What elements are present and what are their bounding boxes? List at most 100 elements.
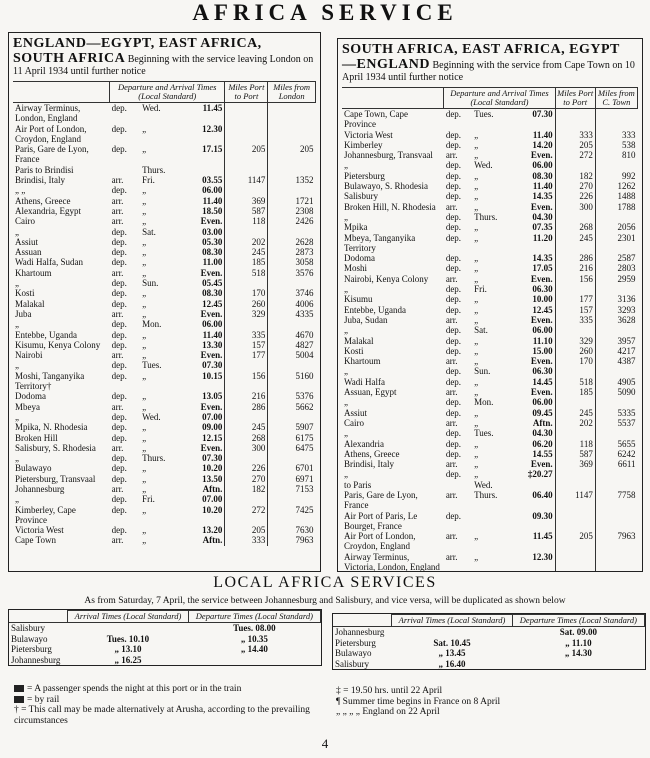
station: „ [344, 366, 348, 377]
row: „ dep. Wed. 07.00 [13, 411, 316, 423]
day: Thurs. [142, 164, 166, 175]
time: 12.30 [532, 551, 553, 562]
day: „ [474, 150, 479, 161]
time: „ 16.40 [438, 658, 466, 669]
row: Assiut dep. „ 05.30 202 2628 [13, 236, 316, 248]
time: 06.00 [202, 319, 223, 330]
dep-arr: dep. [111, 463, 127, 474]
miles-port: 245 [224, 247, 268, 258]
dep-arr: dep. [445, 222, 462, 233]
miles-total [267, 185, 316, 196]
day: „ [474, 232, 479, 243]
dep-arr: dep. [111, 370, 127, 381]
station: Brindisi, Italy [15, 175, 65, 186]
miles-total: 5376 [267, 391, 316, 402]
row: „ „ dep. „ 06.00 [13, 185, 316, 196]
station: Brindisi, Italy [344, 459, 394, 470]
station: Kisumu, Kenya Colony [15, 339, 101, 350]
dep-arr: arr. [111, 442, 124, 453]
miles-total [267, 360, 316, 371]
station: Entebbe, Uganda [15, 329, 77, 340]
footnote: = by rail [14, 695, 319, 706]
miles-total: 2056 [594, 222, 638, 233]
day: „ [474, 314, 479, 325]
dep-arr: dep. [111, 319, 127, 330]
dep-arr: dep. [445, 397, 462, 408]
time: 17.15 [202, 144, 223, 155]
miles-port: 202 [554, 417, 596, 429]
time: 08.30 [532, 170, 553, 181]
time: Even. [200, 267, 223, 278]
row: Nairobi arr. „ Even. 177 5004 [13, 350, 316, 361]
time: 10.00 [532, 294, 553, 305]
time: 06.30 [532, 284, 553, 295]
row: „ dep. Mon. 06.00 [13, 319, 316, 330]
miles-port [554, 479, 596, 490]
miles-total: 1721 [267, 195, 316, 206]
time: Even. [200, 350, 223, 361]
time: 09.45 [532, 407, 553, 418]
day: „ [142, 257, 147, 268]
day: „ [142, 525, 147, 536]
dep-arr: dep. [111, 494, 127, 505]
miles-port: 300 [554, 201, 596, 212]
miles-total: 810 [594, 150, 638, 161]
miles-port: 170 [224, 288, 268, 299]
dep-arr: dep. [111, 453, 127, 464]
row: Entebbe, Uganda dep. „ 11.40 335 4670 [13, 329, 316, 340]
time: 18.50 [202, 205, 223, 216]
miles-port [224, 494, 268, 505]
row: Wadi Halfa dep. „ 14.45 518 4905 [342, 376, 638, 388]
station: „ [15, 360, 19, 371]
miles-port: 268 [224, 432, 268, 443]
header-row: Arrival Times (Local Standard) Departure … [333, 614, 646, 627]
time: Even. [530, 273, 553, 284]
miles-total: 6475 [267, 442, 316, 454]
dep-arr: dep. [111, 339, 127, 350]
time: Even. [530, 150, 553, 161]
row: Kosti dep. „ 15.00 260 4217 [342, 345, 638, 357]
row: „ dep. Sun. 05.45 [13, 278, 316, 289]
day: „ [474, 191, 479, 202]
station: Paris to Brindisi [15, 164, 74, 175]
miles-port: 329 [224, 308, 268, 320]
row: Salisbury Tues. 08.00 [9, 623, 321, 634]
station: Wadi Halfa [344, 376, 386, 387]
miles-port: 205 [554, 139, 596, 151]
time: „ 14.40 [240, 644, 268, 654]
row: Kisumu dep. „ 10.00 177 3136 [342, 294, 638, 305]
dep-arr: dep. [445, 366, 462, 377]
time: 09.00 [202, 422, 223, 433]
miles-total: 2426 [267, 216, 316, 227]
dep-arr: dep. [445, 510, 462, 521]
station: Pietersburg [344, 170, 385, 181]
dep-arr: dep. [445, 232, 462, 243]
miles-total: 3957 [594, 335, 638, 346]
miles-total: 7758 [594, 489, 638, 511]
footnote-text: ¶ Summer time begins in France on 8 Apri… [336, 696, 501, 707]
time: 07.30 [202, 360, 223, 371]
day: Thurs. [474, 489, 498, 500]
footnote: † = This call may be made alternatively … [14, 705, 319, 726]
column-header: Departure and Arrival Times (Local Stand… [443, 87, 556, 109]
miles-total: 2308 [267, 205, 316, 217]
miles-port [224, 411, 268, 423]
blank-header [13, 81, 111, 103]
miles-port [224, 102, 268, 124]
time: Aftn. [202, 483, 223, 494]
station: „ [344, 428, 348, 439]
miles-total: 538 [594, 139, 638, 151]
miles-port: 245 [224, 422, 268, 433]
time: 07.00 [202, 494, 223, 505]
time: Even. [530, 201, 553, 212]
time: 10.15 [202, 370, 223, 381]
miles-port [224, 185, 268, 196]
dep-arr: dep. [445, 469, 462, 480]
station: „ [344, 397, 348, 408]
miles-total: 992 [594, 170, 638, 182]
time: 11.10 [532, 335, 553, 346]
timetable-box: ENGLAND—EGYPT, EAST AFRICA, SOUTH AFRICA… [8, 32, 321, 572]
miles-total [267, 164, 316, 176]
time: 12.45 [532, 304, 553, 315]
miles-total: 5335 [594, 407, 638, 418]
